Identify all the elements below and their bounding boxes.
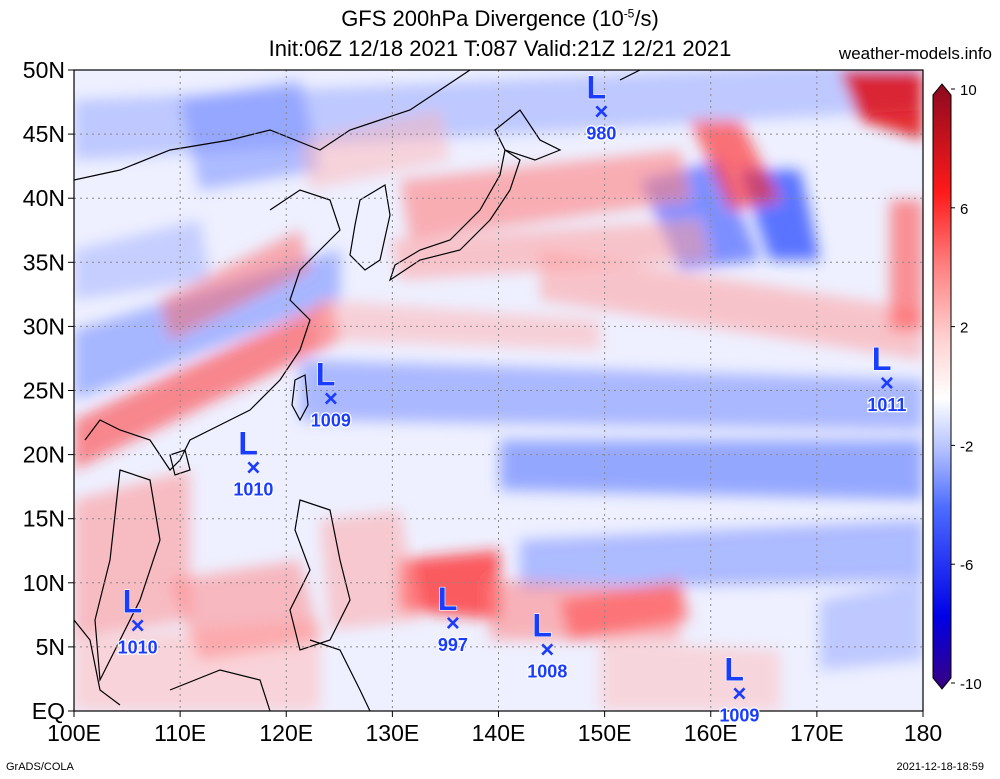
low-center-mark: ×: [594, 98, 608, 125]
lon-tick-label: 110E: [154, 720, 206, 746]
lon-tick-label: 130E: [366, 720, 420, 746]
low-letter: L: [872, 341, 892, 377]
low-marker: L×1011: [866, 340, 908, 416]
chart-subtitle: Init:06Z 12/18 2021 T:087 Valid:21Z 12/2…: [268, 36, 732, 61]
low-pressure-label: 1009: [719, 705, 759, 725]
low-center-mark: ×: [446, 610, 460, 637]
low-pressure-label: 1011: [867, 395, 906, 415]
lon-tick-label: 180: [904, 720, 942, 746]
low-marker: L×997: [437, 580, 470, 656]
colorbar-tick-label: -6: [960, 557, 973, 574]
lat-tick-label: 45N: [23, 121, 65, 147]
low-marker: L×980: [585, 69, 618, 145]
low-marker: L×1008: [526, 607, 569, 683]
low-marker: L×1010: [232, 425, 275, 501]
lat-tick-label: 25N: [23, 378, 65, 404]
low-pressure-label: 1008: [527, 662, 567, 682]
low-letter: L: [532, 608, 552, 644]
colorbar: 10 6 2 -2 -6 -10: [932, 82, 982, 693]
footer-timestamp: 2021-12-18-18:59: [896, 761, 984, 773]
low-letter: L: [438, 581, 458, 617]
axes: 100E 110E 120E 130E 140E 150E 160E 170E 180 EQ 5N 1…: [23, 57, 942, 746]
low-pressure-label: 980: [586, 123, 616, 143]
low-letter: L: [724, 651, 744, 687]
lon-tick-label: 150E: [578, 720, 632, 746]
low-center-mark: ×: [540, 637, 554, 664]
colorbar-tick-label: -2: [960, 438, 973, 455]
lat-tick-label: 40N: [23, 185, 65, 211]
divergence-field: [74, 70, 923, 711]
low-pressure-label: 1010: [118, 637, 158, 657]
footer-credit: GrADS/COLA: [6, 761, 74, 773]
lat-tick-label: 20N: [23, 442, 65, 468]
low-center-mark: ×: [324, 385, 338, 412]
lat-tick-label: 10N: [23, 570, 65, 596]
lat-tick-label: EQ: [32, 698, 65, 724]
low-pressure-label: 1010: [233, 480, 273, 500]
coastlines: [74, 70, 641, 711]
low-letter: L: [123, 583, 143, 619]
lon-tick-label: 100E: [47, 720, 101, 746]
low-center-mark: ×: [131, 612, 145, 639]
chart-title: GFS 200hPa Divergence (10-5/s): [341, 6, 659, 31]
colorbar-tick-label: -10: [960, 676, 982, 693]
colorbar-tick-label: 10: [960, 82, 977, 99]
lat-tick-label: 30N: [23, 313, 65, 339]
lat-tick-label: 50N: [23, 57, 65, 83]
low-marker: L×1009: [310, 356, 353, 432]
lat-tick-label: 15N: [23, 506, 65, 532]
low-marker: L×1009: [718, 651, 761, 727]
grid-lines: [74, 70, 923, 711]
lon-tick-label: 170E: [790, 720, 844, 746]
low-pressure-label: 1009: [311, 410, 351, 430]
low-pressure-label: 997: [438, 635, 468, 655]
low-center-mark: ×: [732, 680, 746, 707]
lat-tick-label: 35N: [23, 249, 65, 275]
low-center-mark: ×: [880, 370, 894, 397]
low-letter: L: [316, 356, 336, 392]
lon-tick-label: 160E: [684, 720, 738, 746]
colorbar-tick-label: 6: [960, 201, 968, 218]
low-letter: L: [586, 69, 606, 105]
site-label: weather-models.info: [838, 44, 992, 63]
lon-tick-label: 140E: [472, 720, 526, 746]
colorbar-tick-label: 2: [960, 320, 968, 337]
low-center-mark: ×: [246, 455, 260, 482]
low-letter: L: [238, 426, 258, 462]
lon-tick-label: 120E: [259, 720, 313, 746]
low-marker: L×1010: [116, 583, 159, 659]
lat-tick-label: 5N: [36, 634, 65, 660]
